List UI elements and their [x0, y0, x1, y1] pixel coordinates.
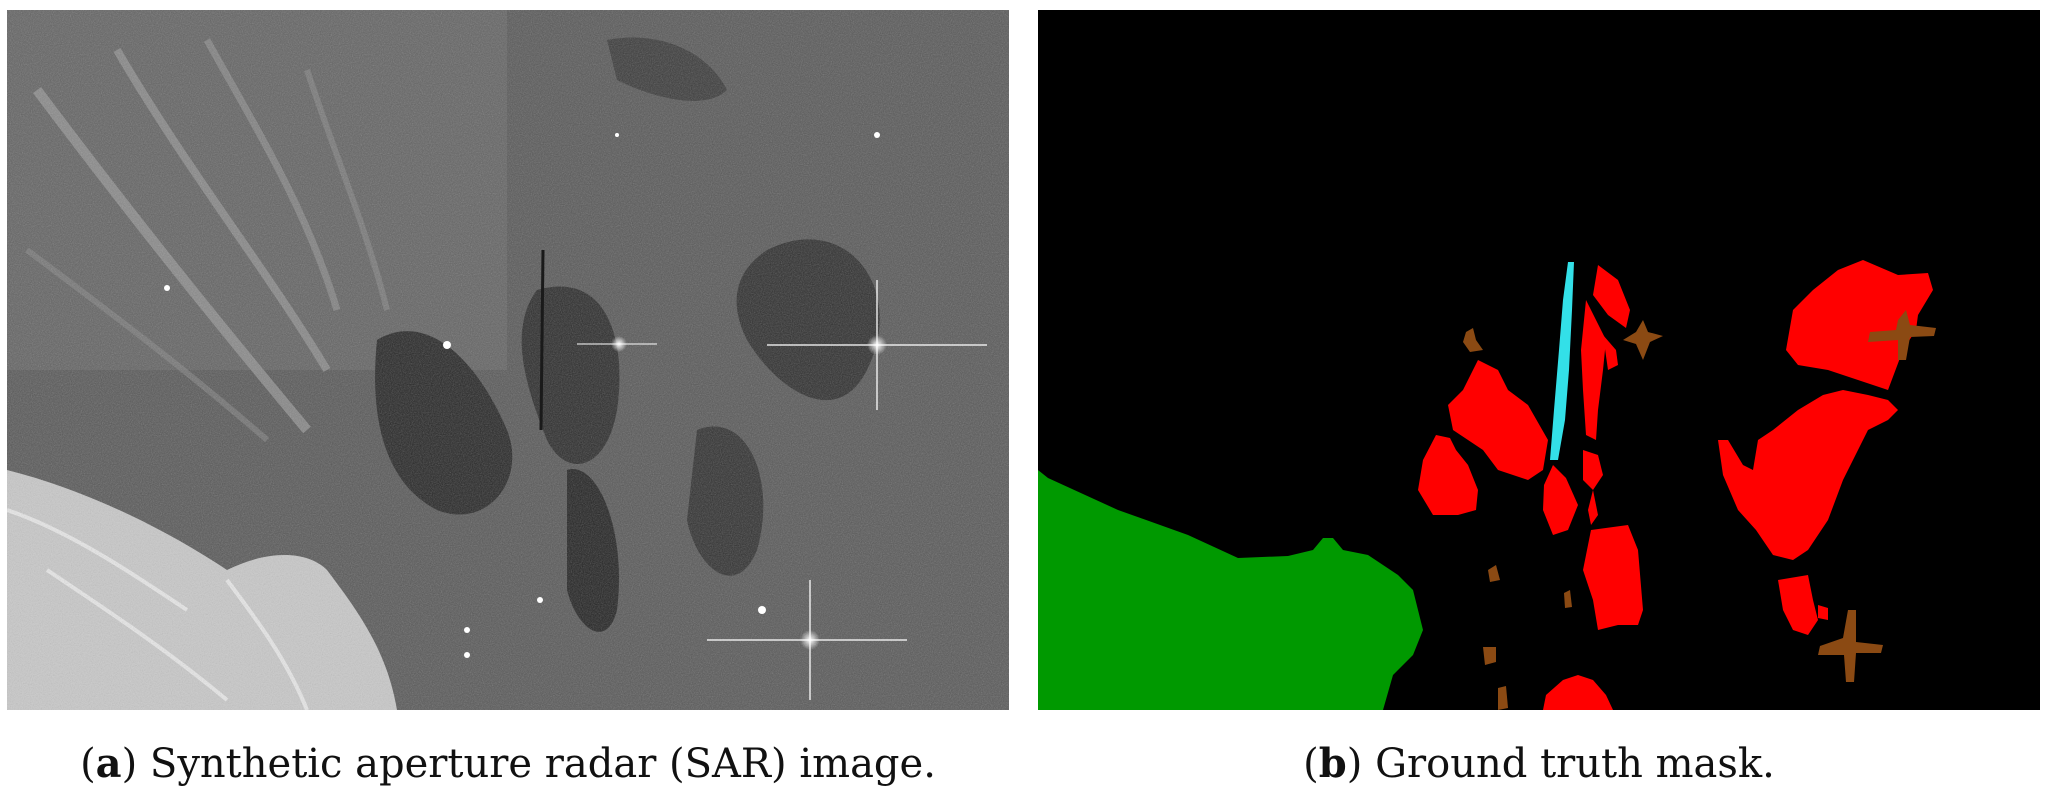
mask-drawing — [1038, 10, 2040, 710]
caption-b: (b) Ground truth mask. — [1303, 740, 1775, 787]
mask-look-alikes — [1463, 310, 1936, 710]
sar-image-drawing — [7, 10, 1009, 710]
caption-b-text: Ground truth mask. — [1375, 741, 1775, 787]
ship-glare-3 — [577, 336, 657, 352]
caption-a: (a) Synthetic aperture radar (SAR) image… — [80, 740, 936, 787]
vertical-dark-line — [539, 249, 545, 431]
ground-truth-mask — [1038, 10, 2040, 710]
caption-a-label: a — [95, 740, 122, 787]
ship-glare-1 — [767, 280, 987, 410]
mask-land — [1038, 470, 1423, 710]
ship-glare-2 — [707, 580, 907, 700]
mask-oil-spills — [1418, 260, 1933, 710]
caption-a-text: Synthetic aperture radar (SAR) image. — [149, 741, 936, 787]
caption-b-label: b — [1318, 740, 1347, 787]
sar-image — [7, 10, 1009, 710]
mask-ship-wake — [1550, 262, 1574, 460]
